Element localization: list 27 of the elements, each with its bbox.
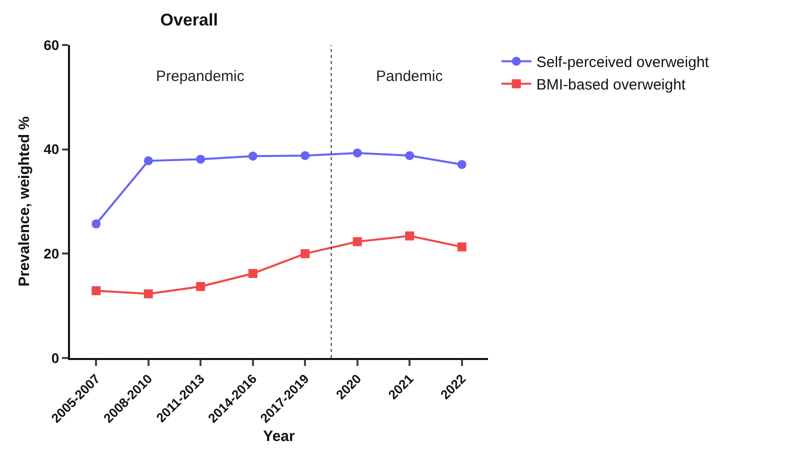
point xyxy=(352,148,362,158)
point xyxy=(196,154,206,164)
legend-label: Self-perceived overweight xyxy=(536,54,710,72)
point xyxy=(457,242,466,252)
point xyxy=(405,231,414,240)
point xyxy=(352,237,362,246)
point xyxy=(92,219,101,228)
point xyxy=(144,289,153,298)
annotation: Pandemic xyxy=(376,68,444,85)
point xyxy=(405,151,414,160)
point xyxy=(457,160,466,169)
point xyxy=(92,286,101,296)
point xyxy=(144,156,153,166)
point xyxy=(248,152,258,161)
point xyxy=(300,151,310,160)
annotation: Prepandemic xyxy=(156,68,245,85)
point xyxy=(248,268,258,278)
point xyxy=(300,249,310,258)
y-axis-title: Prevalence, weighted % xyxy=(16,116,33,287)
y-tick-label: 20 xyxy=(44,246,60,262)
chart-title: Overall xyxy=(160,10,218,30)
x-axis-title: Year xyxy=(263,428,296,445)
y-tick-label: 0 xyxy=(51,350,60,366)
point xyxy=(196,282,206,292)
y-tick-label: 40 xyxy=(44,141,60,158)
legend-label: BMI-based overweight xyxy=(536,76,686,94)
y-tick-label: 60 xyxy=(44,36,60,53)
